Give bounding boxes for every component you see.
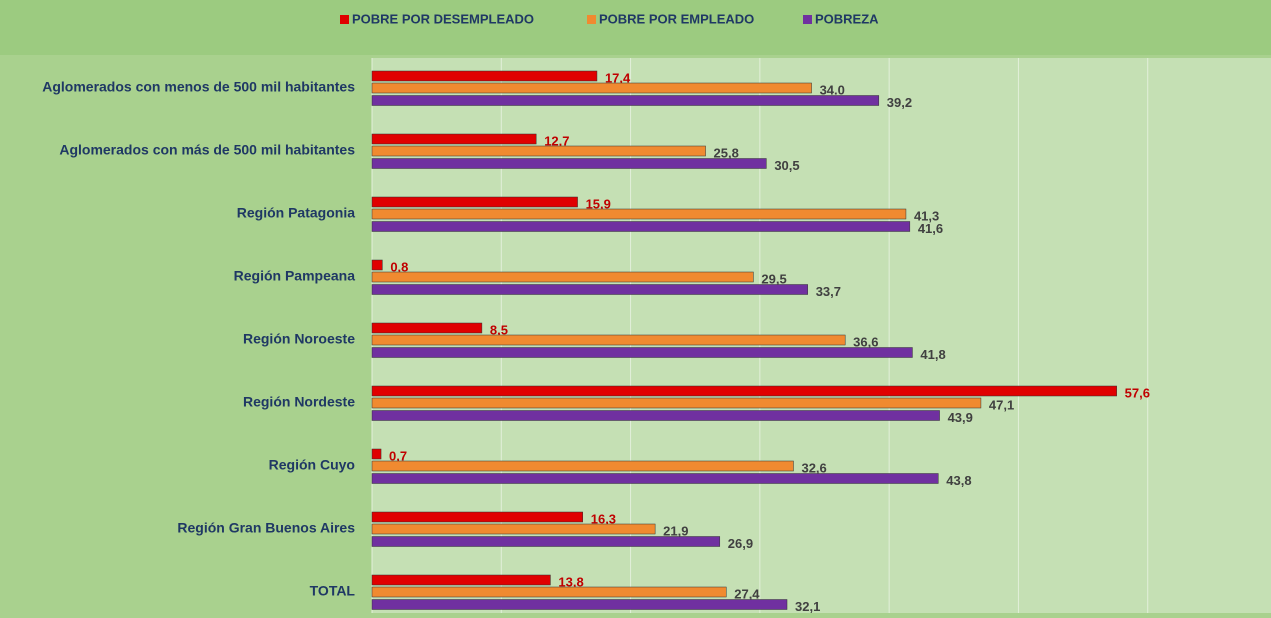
value-label: 43,9 xyxy=(948,410,973,425)
bar xyxy=(371,322,483,334)
value-label: 16,3 xyxy=(591,511,616,526)
value-label: 30,5 xyxy=(774,158,799,173)
bar xyxy=(371,259,383,271)
value-label: 36,6 xyxy=(853,334,878,349)
value-label: 8,5 xyxy=(490,322,508,337)
legend-swatch xyxy=(340,15,349,24)
value-label: 21,9 xyxy=(663,523,688,538)
bar xyxy=(371,473,939,484)
value-label: 12,7 xyxy=(544,133,569,148)
y-tick-label: Región Patagonia xyxy=(237,205,355,221)
bar xyxy=(371,385,1117,397)
bar xyxy=(371,599,788,610)
bar xyxy=(371,523,656,535)
bar xyxy=(371,334,846,346)
value-label: 34.0 xyxy=(820,82,845,97)
bar xyxy=(371,271,754,283)
value-label: 13,8 xyxy=(558,574,583,589)
value-label: 0,7 xyxy=(389,448,407,463)
bar xyxy=(371,448,382,460)
value-label: 43,8 xyxy=(946,473,971,488)
bar xyxy=(371,196,578,208)
bar xyxy=(371,574,551,586)
bar xyxy=(371,158,767,169)
bar xyxy=(371,397,982,409)
bar xyxy=(371,82,812,94)
value-label: 15,9 xyxy=(586,196,611,211)
value-label: 41,3 xyxy=(914,208,939,223)
bar xyxy=(371,70,598,82)
legend-swatch xyxy=(587,15,596,24)
y-tick-label: Aglomerados con más de 500 mil habitante… xyxy=(59,142,355,158)
value-label: 17,4 xyxy=(605,70,631,85)
value-label: 25,8 xyxy=(714,145,739,160)
bar xyxy=(371,221,911,232)
y-tick-label: Región Nordeste xyxy=(243,394,355,410)
value-label: 57,6 xyxy=(1125,385,1150,400)
value-label: 32,1 xyxy=(795,599,820,613)
y-tick-label: Aglomerados con menos de 500 mil habitan… xyxy=(42,79,355,95)
value-label: 41,8 xyxy=(920,347,945,362)
bar xyxy=(371,410,940,421)
value-label: 33,7 xyxy=(816,284,841,299)
bar xyxy=(371,460,794,472)
bar xyxy=(371,586,727,598)
bar xyxy=(371,347,913,358)
y-tick-label: Región Gran Buenos Aires xyxy=(177,520,355,536)
bar xyxy=(371,536,721,547)
legend-label: POBRE POR DESEMPLEADO xyxy=(352,11,534,26)
header-band xyxy=(0,0,1271,55)
value-label: 26,9 xyxy=(728,536,753,551)
bar xyxy=(371,511,583,523)
value-label: 32,6 xyxy=(801,460,826,475)
value-label: 41,6 xyxy=(918,221,943,236)
bar xyxy=(371,133,537,145)
bar xyxy=(371,284,808,295)
y-tick-label: TOTAL xyxy=(310,583,356,599)
legend-swatch xyxy=(803,15,812,24)
legend-label: POBREZA xyxy=(815,11,879,26)
y-tick-label: Región Pampeana xyxy=(234,268,356,284)
y-tick-label: Región Cuyo xyxy=(269,457,355,473)
value-label: 29,5 xyxy=(761,271,786,286)
y-tick-label: Región Noroeste xyxy=(243,331,355,347)
bar xyxy=(371,208,907,220)
value-label: 47,1 xyxy=(989,397,1014,412)
bar xyxy=(371,145,706,157)
bar xyxy=(371,95,880,106)
value-label: 0,8 xyxy=(390,259,408,274)
value-label: 27,4 xyxy=(734,586,760,601)
legend-label: POBRE POR EMPLEADO xyxy=(599,11,754,26)
value-label: 39,2 xyxy=(887,95,912,110)
